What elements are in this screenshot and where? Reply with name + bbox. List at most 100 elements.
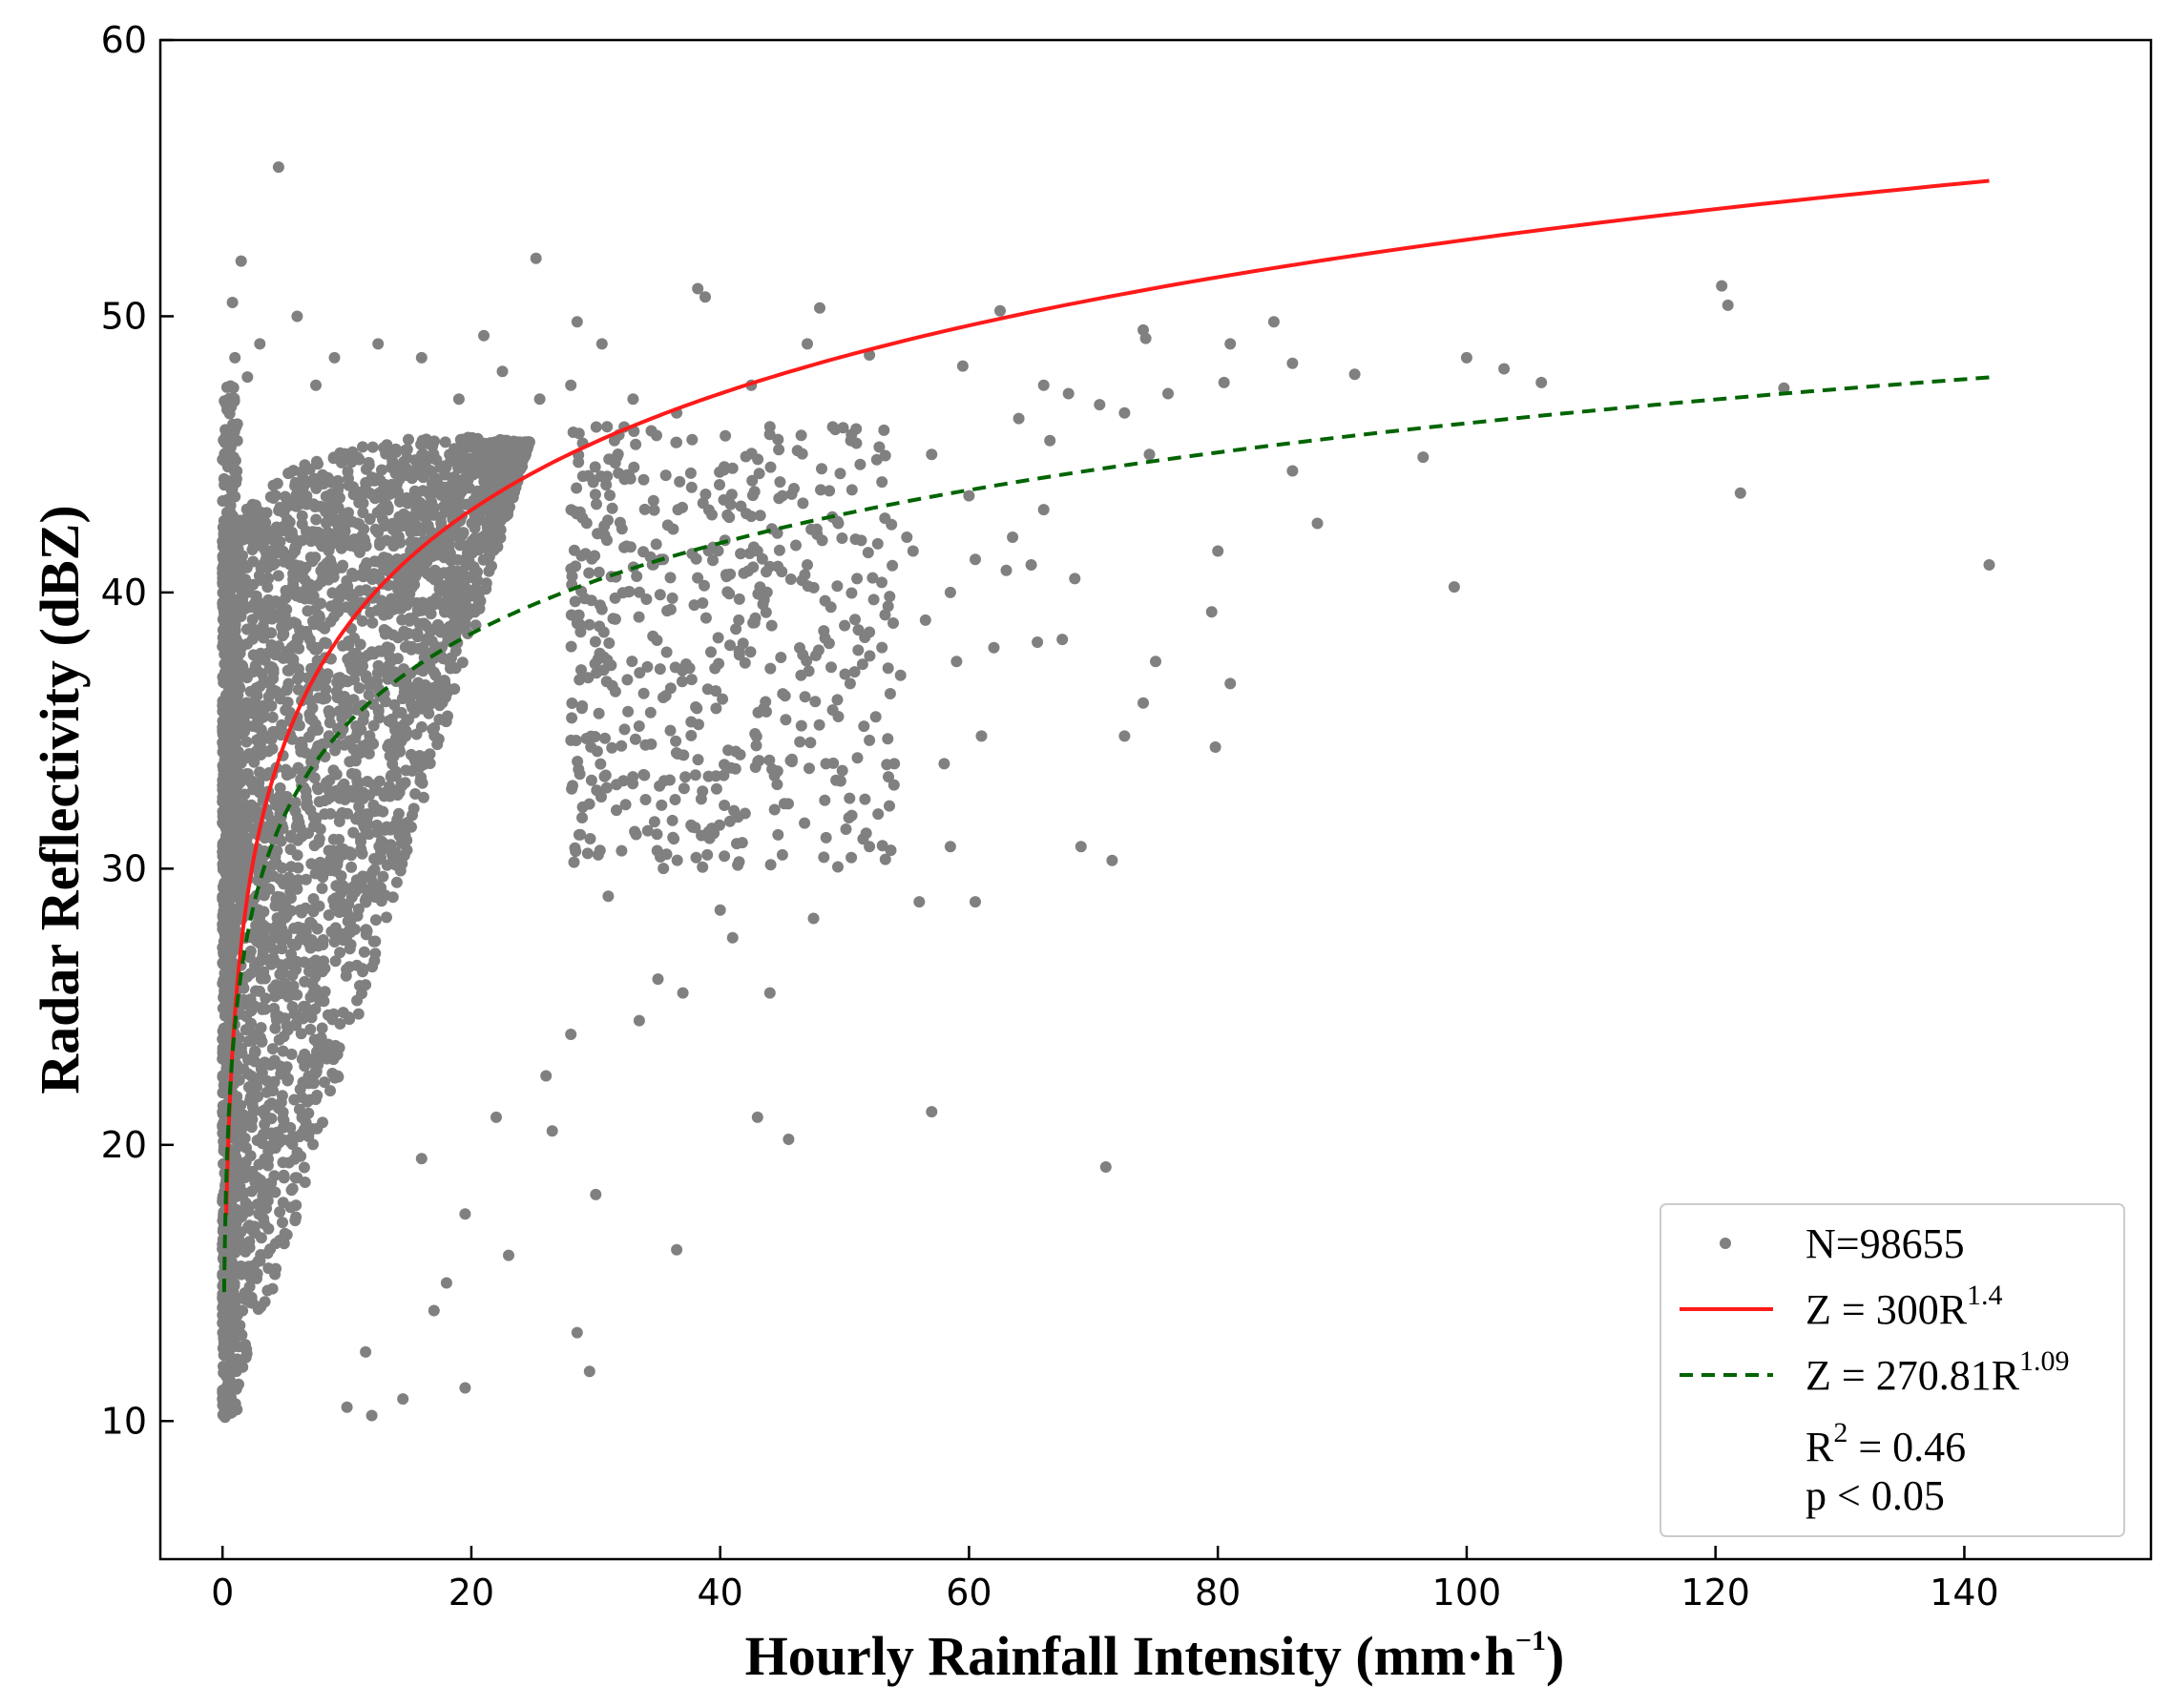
scatter-point [456,656,469,669]
scatter-point [259,1296,271,1308]
scatter-point [780,714,792,726]
scatter-point [739,807,751,820]
scatter-point [281,1061,293,1073]
scatter-point [348,632,361,644]
scatter-point [241,768,254,780]
scatter-point [876,476,888,489]
scatter-point [226,575,239,588]
scatter-point [750,730,762,742]
scatter-point [685,819,698,831]
scatter-point [670,735,682,747]
scatter-point [311,679,323,692]
scatter-point [388,666,401,678]
scatter-point [370,472,383,485]
scatter-point [279,977,291,989]
scatter-point [651,844,663,857]
scatter-point [372,338,385,350]
scatter-point [825,661,837,674]
scatter-point [231,1237,243,1249]
scatter-point [852,624,865,636]
scatter-point [422,487,434,499]
scatter-point [231,1309,243,1322]
legend-label-green: Z = 270.81R1.09 [1806,1345,2070,1399]
scatter-point [357,791,369,803]
scatter-point [291,585,303,597]
scatter-point [844,792,856,804]
scatter-point [859,632,871,643]
scatter-point [259,1218,271,1230]
scatter-point [258,675,270,687]
scatter-point [765,619,778,632]
scatter-point [1267,316,1280,328]
scatter-point [855,534,867,547]
scatter-point [333,815,345,827]
scatter-point [228,861,240,873]
scatter-point [772,433,784,446]
scatter-point [747,616,760,629]
scatter-point [407,510,420,523]
scatter-point [600,676,613,688]
scatter-point [347,481,359,493]
scatter-point [834,468,846,480]
scatter-point [860,827,872,840]
scatter-point [399,575,411,588]
scatter-point [309,552,322,564]
scatter-point [217,632,229,644]
scatter-point [261,1247,274,1260]
scatter-point [358,532,370,545]
scatter-point [280,763,292,776]
scatter-point [733,614,745,626]
scatter-point [1044,434,1056,447]
scatter-point [864,650,876,662]
scatter-point [1143,448,1156,461]
scatter-point [424,748,436,760]
scatter-point [251,721,263,734]
scatter-point [274,988,286,1000]
scatter-point [870,453,883,466]
scatter-point [231,926,243,938]
scatter-point [262,573,275,585]
scatter-point [254,985,265,997]
scatter-point [299,1048,311,1060]
scatter-point [281,929,293,942]
scatter-point [249,1045,261,1057]
scatter-point [222,1347,235,1360]
scatter-point [894,669,907,681]
scatter-point [671,854,683,866]
scatter-point [312,641,324,654]
scatter-point [845,484,858,496]
scatter-point [503,441,515,453]
scatter-point [654,663,666,676]
scatter-point [389,487,402,499]
scatter-point [1094,399,1106,411]
scatter-point [353,882,365,894]
scatter-point [593,566,605,578]
scatter-point [467,438,479,450]
scatter-point [428,721,441,734]
scatter-point [845,851,858,864]
scatter-point [376,464,387,476]
scatter-point [1099,1161,1112,1173]
scatter-point [705,646,717,658]
scatter-point [733,856,745,868]
scatter-point [267,663,280,676]
scatter-point [261,830,274,843]
scatter-point [229,739,241,751]
scatter-point [300,1076,312,1089]
scatter-point [640,594,653,605]
scatter-point [701,848,714,861]
y-tick-label: 30 [101,847,147,889]
scatter-point [1224,338,1237,350]
scatter-point [819,632,831,644]
scatter-point [533,393,546,406]
scatter-point [368,885,381,897]
scatter-point [621,674,634,686]
scatter-point [603,637,616,649]
scatter-point [278,967,290,979]
scatter-point [225,401,238,413]
scatter-point [867,594,880,606]
scatter-point [304,695,317,707]
scatter-point [303,731,315,743]
scatter-point [428,435,441,448]
scatter-point [287,465,300,477]
